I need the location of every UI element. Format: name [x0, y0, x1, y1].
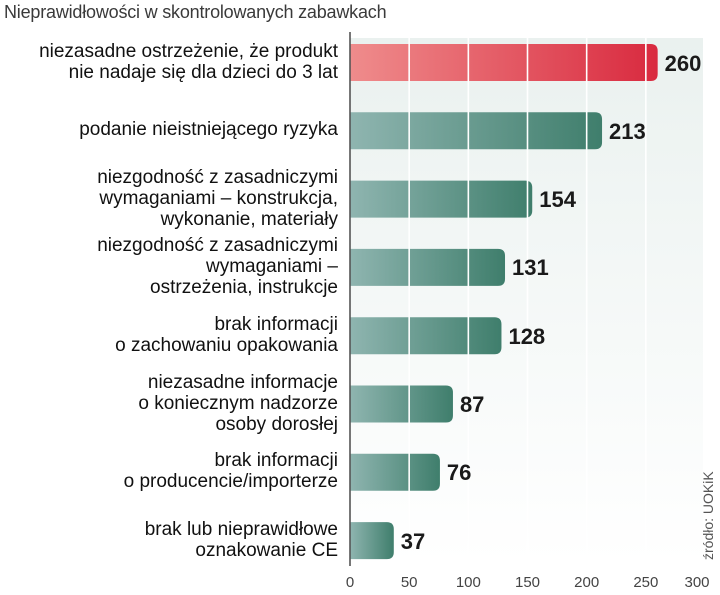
- category-label-line: podanie nieistniejącego ryzyka: [79, 119, 338, 141]
- bar-2: [350, 180, 533, 218]
- category-label: podanie nieistniejącego ryzyka: [79, 119, 338, 140]
- value-label: 260: [664, 50, 702, 76]
- category-label-line: o zachowaniu opakowania: [115, 334, 338, 356]
- category-label: niezasadne informacje o koniecznym nadzor…: [138, 372, 338, 435]
- x-tick-label: 100: [455, 574, 481, 591]
- source-note: źródło: UOKiK: [700, 471, 716, 560]
- category-label: niezasadne ostrzeżenie, że produkt nie na…: [39, 41, 338, 83]
- value-label: 87: [459, 392, 485, 417]
- category-label-line: o koniecznym nadzorze: [138, 392, 338, 414]
- bar-0: [350, 44, 658, 81]
- category-label: brak informacji o zachowaniu opakowania: [115, 314, 338, 356]
- category-label-line: oznakowanie CE: [195, 539, 338, 561]
- bar-6: [350, 453, 440, 491]
- category-label: niezgodność z zasadniczymi wymaganiami – …: [97, 167, 338, 230]
- category-label-line: wymaganiami –: [206, 255, 338, 277]
- x-tick-label: 300: [684, 574, 710, 591]
- category-label-line: nie nadaje się dla dzieci do 3 lat: [68, 61, 338, 83]
- x-tick-label: 250: [633, 574, 659, 591]
- value-label: 76: [446, 460, 472, 486]
- category-label-line: ostrzeżenia, instrukcje: [150, 276, 338, 298]
- category-label-line: o producencie/importerze: [123, 471, 338, 493]
- category-label-line: niezgodność z zasadniczymi: [97, 166, 338, 188]
- value-label: 37: [400, 528, 426, 554]
- category-label-line: osoby dorosłej: [215, 413, 338, 435]
- category-label-line: brak informacji: [214, 450, 338, 472]
- bar-3: [350, 248, 506, 286]
- category-label: brak informacji o producencie/importerze: [124, 450, 338, 492]
- category-label-line: niezasadne informacje: [147, 371, 338, 393]
- category-label-line: brak lub nieprawidłowe: [144, 518, 338, 540]
- x-tick-label: 0: [345, 574, 355, 591]
- bar-4: [350, 317, 502, 355]
- category-label-line: wykonanie, materiały: [160, 208, 338, 230]
- bar-1: [350, 112, 603, 150]
- chart-title: Nieprawidłowości w skontrolowanych zabaw…: [4, 2, 387, 22]
- value-label: 154: [539, 187, 576, 213]
- category-label-line: wymaganiami – konstrukcja,: [99, 187, 338, 209]
- category-label-line: brak informacji: [214, 313, 338, 335]
- category-label-line: niezgodność z zasadniczymi: [97, 234, 338, 256]
- value-label: 128: [508, 323, 546, 349]
- category-label: brak lub nieprawidłowe oznakowanie CE: [145, 519, 338, 561]
- value-label: 131: [512, 255, 549, 281]
- value-label: 213: [609, 118, 646, 144]
- x-tick-label: 200: [574, 574, 600, 591]
- category-label: niezgodność z zasadniczymi wymaganiami – o…: [97, 235, 338, 298]
- bar-5: [350, 385, 453, 423]
- x-tick-label: 50: [400, 574, 418, 591]
- category-label-line: niezasadne ostrzeżenie, że produkt: [39, 40, 338, 62]
- x-tick-label: 150: [514, 574, 541, 591]
- bar-7: [350, 522, 394, 560]
